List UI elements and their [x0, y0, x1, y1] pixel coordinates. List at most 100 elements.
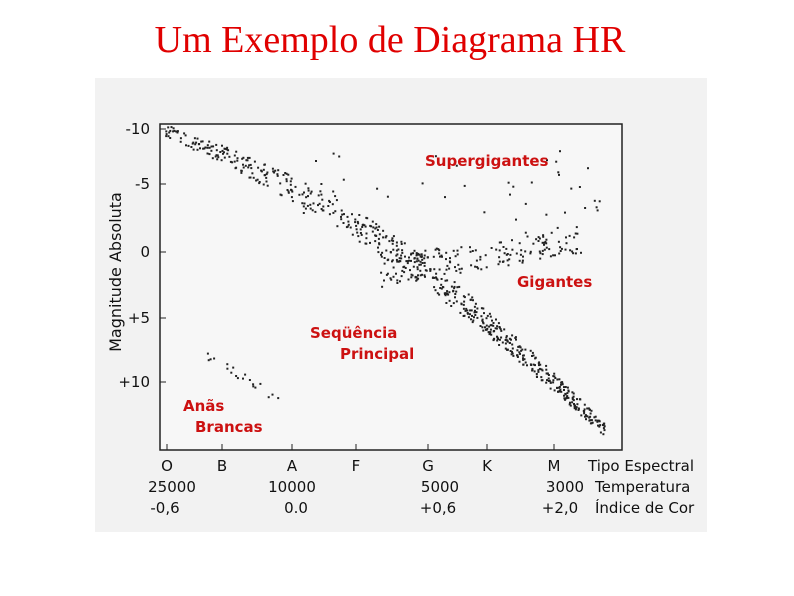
star-dot [539, 252, 542, 255]
star-dot [223, 156, 226, 159]
star-dot [574, 404, 576, 407]
annotation: Seqüência [310, 324, 397, 342]
star-dot [233, 160, 236, 163]
star-dot [203, 147, 206, 150]
annotation: Brancas [195, 418, 263, 436]
star-dot [538, 250, 541, 253]
star-dot [304, 182, 307, 185]
star-dot [580, 414, 583, 417]
star-dot [421, 273, 423, 276]
star-dot [460, 267, 463, 270]
star-dot [505, 253, 508, 256]
star-dot [453, 285, 456, 288]
star-dot [215, 143, 218, 146]
star-dot [310, 190, 313, 193]
star-dot [553, 372, 556, 375]
star-dot [460, 246, 463, 249]
star-dot [593, 416, 596, 419]
star-dot [265, 180, 268, 183]
star-dot [396, 279, 399, 282]
star-dot [456, 249, 459, 252]
star-dot [448, 267, 451, 270]
star-dot [363, 224, 366, 227]
star-dot [486, 314, 489, 317]
star-dot [484, 254, 487, 257]
star-dot [602, 433, 605, 436]
star-dot [510, 338, 512, 341]
star-dot [557, 390, 559, 393]
star-dot [282, 174, 285, 176]
star-dot [377, 251, 380, 254]
star-dot [506, 348, 508, 351]
star-dot [564, 392, 567, 395]
star-dot [564, 398, 567, 401]
star-dot [420, 253, 423, 256]
spectral-type: M [548, 457, 561, 475]
star-dot [251, 172, 254, 175]
star-dot [484, 326, 486, 329]
star-dot [522, 358, 525, 361]
star-dot [400, 254, 403, 257]
star-dot [512, 354, 515, 357]
star-dot [516, 354, 518, 357]
star-dot [559, 246, 562, 249]
star-dot [317, 194, 320, 197]
star-dot [515, 252, 518, 255]
star-dot [357, 222, 360, 225]
star-dot [481, 318, 484, 321]
star-dot [444, 279, 447, 282]
star-dot [286, 189, 289, 191]
star-dot [521, 261, 524, 264]
star-dot [560, 247, 563, 250]
color-index: +0,6 [420, 499, 456, 517]
star-dot [342, 178, 345, 181]
star-dot [446, 264, 449, 267]
star-dot [332, 152, 335, 155]
star-dot [524, 250, 527, 253]
star-dot [560, 381, 563, 384]
star-dot [474, 309, 476, 312]
star-dot [426, 256, 429, 259]
star-dot [358, 240, 361, 243]
star-dot [599, 424, 602, 427]
star-dot [192, 148, 195, 151]
star-dot [452, 249, 455, 252]
star-dot [294, 185, 297, 188]
star-dot [518, 360, 521, 363]
star-dot [479, 258, 482, 261]
star-dot [312, 202, 315, 205]
star-dot [500, 329, 503, 332]
star-dot [179, 137, 182, 140]
star-dot [576, 403, 579, 406]
star-dot [415, 276, 418, 279]
star-dot [501, 341, 504, 344]
star-dot [545, 238, 548, 241]
star-dot [185, 144, 187, 147]
star-dot [404, 267, 407, 269]
star-dot [565, 397, 568, 400]
star-dot [372, 226, 375, 229]
star-dot [236, 157, 239, 160]
star-dot [453, 287, 456, 290]
star-dot [481, 319, 484, 322]
star-dot [216, 158, 219, 161]
star-dot [250, 167, 253, 170]
y-tick-label: -5 [135, 175, 150, 193]
star-dot [385, 235, 388, 238]
star-dot [271, 167, 274, 170]
star-dot [563, 386, 565, 389]
star-dot [389, 251, 392, 253]
star-dot [376, 229, 379, 231]
star-dot [201, 140, 204, 143]
star-dot [340, 209, 343, 212]
star-dot [568, 403, 571, 406]
star-dot [489, 315, 492, 318]
star-dot [545, 246, 548, 249]
star-dot [584, 414, 587, 417]
star-dot [518, 259, 521, 262]
star-dot [457, 263, 460, 266]
star-dot [509, 193, 511, 196]
star-dot [327, 205, 330, 207]
star-dot [380, 271, 383, 274]
